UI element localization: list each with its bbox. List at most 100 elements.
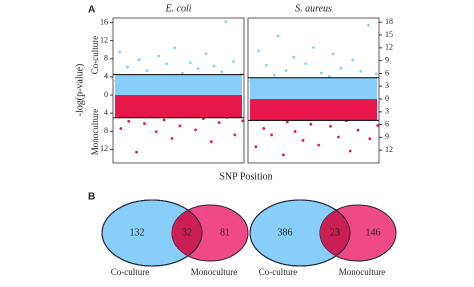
point <box>133 76 137 80</box>
y-axis-label: -log(p-value) <box>74 64 85 117</box>
point <box>336 135 340 139</box>
point <box>317 143 321 147</box>
point <box>115 104 119 107</box>
point <box>153 75 157 78</box>
point <box>359 69 363 73</box>
venn-outline <box>249 199 351 267</box>
point <box>281 153 285 157</box>
y-tick-label: 15 <box>385 30 393 39</box>
point <box>360 117 364 121</box>
point <box>376 124 380 127</box>
point <box>119 127 123 130</box>
y-tick-label: 0 <box>385 94 389 103</box>
point <box>161 83 165 87</box>
point <box>228 84 231 87</box>
point <box>181 71 184 75</box>
point <box>333 103 336 107</box>
point <box>150 112 154 116</box>
y-tick-label: 16 <box>100 17 108 26</box>
point <box>192 75 196 79</box>
y-tick-label: 6 <box>385 119 389 128</box>
point <box>166 109 170 112</box>
point <box>356 128 360 132</box>
point <box>367 23 370 27</box>
point <box>340 113 344 117</box>
y-tick-label: 3 <box>385 107 389 116</box>
point <box>126 65 129 69</box>
point <box>280 86 284 89</box>
point <box>312 46 315 49</box>
point <box>129 85 133 89</box>
point <box>304 62 308 66</box>
point <box>257 49 260 53</box>
point <box>313 104 317 108</box>
point <box>331 52 335 56</box>
point <box>204 52 208 56</box>
point <box>190 99 194 103</box>
point <box>327 75 331 78</box>
point <box>325 109 328 113</box>
point <box>319 71 323 75</box>
y-tick-label: 8 <box>104 54 108 63</box>
panel-title: S. aureus <box>295 3 332 14</box>
density-band <box>115 95 242 118</box>
y-tick-label: 12 <box>385 145 393 154</box>
y-tick-label: 4 <box>104 72 108 81</box>
point <box>250 112 254 116</box>
density-band <box>250 99 377 121</box>
venn-label: Monoculture <box>339 267 386 277</box>
point <box>127 119 131 123</box>
y-tick-label: 18 <box>385 17 393 26</box>
x-axis-label: SNP Position <box>219 171 272 182</box>
point <box>292 55 296 59</box>
point <box>262 127 266 130</box>
point <box>368 137 372 141</box>
point <box>114 79 118 83</box>
point <box>229 105 233 109</box>
venn-count: 32 <box>182 227 192 238</box>
point <box>316 80 319 84</box>
point <box>173 46 176 50</box>
point <box>348 149 352 153</box>
point <box>274 115 277 119</box>
point <box>118 50 121 54</box>
point <box>284 69 288 72</box>
point <box>347 92 351 95</box>
point <box>264 63 268 67</box>
venn-count: 132 <box>130 227 145 238</box>
venn-label: Monoculture <box>191 267 238 277</box>
point <box>200 87 204 91</box>
venn-count: 146 <box>366 227 381 238</box>
point <box>157 54 161 58</box>
point <box>335 85 339 89</box>
point <box>364 105 368 109</box>
y-tick-label: 8 <box>104 126 108 135</box>
point <box>212 64 216 68</box>
point <box>266 104 270 107</box>
point <box>301 138 305 142</box>
point <box>253 88 256 92</box>
point <box>186 114 190 118</box>
point <box>220 70 224 74</box>
point <box>321 115 325 118</box>
point <box>308 87 311 91</box>
point <box>158 104 162 108</box>
density-band <box>115 74 242 96</box>
y-tick-label: 9 <box>385 132 389 141</box>
point <box>258 107 262 110</box>
point <box>300 78 304 82</box>
point <box>351 58 355 62</box>
point <box>329 124 332 128</box>
venn-overlap <box>320 205 350 261</box>
point <box>146 102 150 106</box>
point <box>137 58 141 62</box>
point <box>297 111 301 115</box>
y-tick-label: 0 <box>104 90 108 99</box>
point <box>216 77 220 81</box>
y-tick-label: 6 <box>385 68 389 77</box>
point <box>182 106 186 110</box>
point <box>272 73 276 77</box>
point <box>241 119 245 123</box>
venn-overlap <box>172 205 202 261</box>
